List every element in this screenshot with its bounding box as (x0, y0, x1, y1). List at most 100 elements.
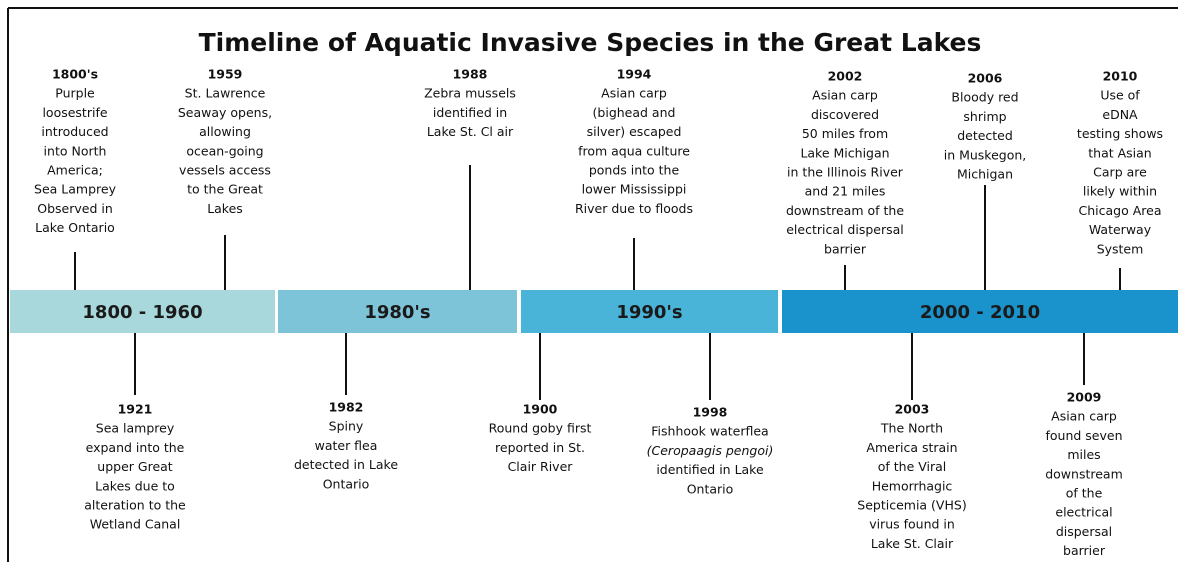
event-text: Round goby first (489, 421, 592, 436)
event-text: in Muskegon, (944, 147, 1027, 162)
event-text: Asian carp (1051, 409, 1117, 424)
event-year: 1900 (523, 402, 558, 417)
era-band (782, 290, 1178, 333)
event-text: from aqua culture (578, 143, 690, 158)
event-text: vessels access (179, 163, 271, 178)
event-text: shrimp (963, 109, 1006, 124)
event-text: America strain (866, 440, 957, 455)
event-year: 2003 (895, 402, 930, 417)
event-text: (Ceropaagis pengoi) (647, 443, 774, 458)
event-text: to the Great (187, 182, 263, 197)
event-text: introduced (41, 124, 108, 139)
event-text: likely within (1083, 184, 1157, 199)
event-text: America; (47, 163, 103, 178)
event-text: in the Illinois River (787, 165, 904, 180)
event-text: identified in (433, 105, 507, 120)
era-label: 2000 - 2010 (920, 302, 1040, 323)
event-text: allowing (199, 124, 251, 139)
event-text: Bloody red (951, 90, 1018, 105)
event-year: 1921 (118, 402, 153, 417)
title: Timeline of Aquatic Invasive Species in … (199, 28, 982, 57)
era-label: 1800 - 1960 (82, 302, 202, 323)
event-year: 1994 (617, 67, 652, 82)
event-text: Lake Ontario (35, 220, 115, 235)
era-label: 1980's (364, 302, 430, 323)
event-text: Spiny (329, 419, 364, 434)
event-text: Lake St. Clair (871, 536, 954, 551)
event-text: (bighead and (593, 105, 676, 120)
event-year: 2010 (1103, 69, 1138, 84)
event-text: of the (1066, 486, 1103, 501)
event-text: Hemorrhagic (872, 478, 953, 493)
event-text: System (1097, 241, 1144, 256)
event-text: Lakes due to (95, 478, 175, 493)
era-label: 1990's (616, 302, 682, 323)
event-text: St. Lawrence (185, 86, 266, 101)
event-year: 2002 (828, 69, 863, 84)
event-text: Lakes (207, 201, 243, 216)
event-year: 2006 (968, 71, 1003, 86)
era-band (278, 290, 517, 333)
event-text: discovered (811, 107, 879, 122)
event-text: Wetland Canal (90, 517, 181, 532)
event-text: Michigan (957, 167, 1013, 182)
event-text: downstream of the (786, 203, 904, 218)
event-text: Ontario (687, 481, 734, 496)
event-text: Ontario (323, 476, 370, 491)
event-text: Zebra mussels (424, 86, 516, 101)
event-text: barrier (1063, 543, 1106, 558)
event-text: downstream (1045, 466, 1123, 481)
era-band (10, 290, 275, 333)
event-text: electrical dispersal (786, 222, 904, 237)
event-year: 1998 (693, 405, 728, 420)
event-text: Fishhook waterflea (651, 424, 768, 439)
event-text: identified in Lake (656, 462, 764, 477)
event-text: ponds into the (589, 163, 680, 178)
event-text: 50 miles from (802, 126, 888, 141)
event-text: dispersal (1056, 524, 1112, 539)
event-text: Clair River (508, 459, 574, 474)
event-text: electrical (1055, 505, 1112, 520)
event-text: upper Great (97, 459, 172, 474)
event-text: Sea lamprey (96, 421, 175, 436)
event-text: detected in Lake (294, 457, 398, 472)
event-text: Asian carp (812, 88, 878, 103)
event-text: ocean-going (186, 143, 263, 158)
event-text: testing shows (1077, 126, 1163, 141)
event-text: eDNA (1102, 107, 1138, 122)
event-text: The North (880, 421, 943, 436)
event-text: Carp are (1093, 165, 1147, 180)
event-text: loosestrife (42, 105, 107, 120)
event-text: Purple (55, 86, 95, 101)
event-year: 1982 (329, 400, 364, 415)
event-text: found seven (1045, 428, 1122, 443)
event-year: 1988 (453, 67, 488, 82)
event-text: detected (957, 128, 1013, 143)
era-band (521, 290, 778, 333)
event-text: Lake St. Cl air (427, 124, 514, 139)
event-text: Chicago Area (1079, 203, 1162, 218)
event-text: Use of (1100, 88, 1140, 103)
event-text: Asian carp (601, 86, 667, 101)
event-text: Waterway (1089, 222, 1152, 237)
event-text: alteration to the (84, 498, 186, 513)
event-year: 2009 (1067, 390, 1102, 405)
event-text: Sea Lamprey (34, 182, 117, 197)
event-text: lower Mississippi (582, 182, 687, 197)
event-year: 1959 (208, 67, 243, 82)
event-text: of the Viral (878, 459, 947, 474)
event-text: expand into the (86, 440, 185, 455)
event-text: Seaway opens, (178, 105, 272, 120)
event-text: River due to floods (575, 201, 693, 216)
event-text: Septicemia (VHS) (857, 498, 966, 513)
event-text: barrier (824, 241, 867, 256)
event-text: into North (44, 143, 107, 158)
event-text: virus found in (869, 517, 955, 532)
event-text: silver) escaped (587, 124, 682, 139)
event-text: miles (1067, 447, 1100, 462)
event-text: and 21 miles (805, 184, 886, 199)
event-text: water flea (315, 438, 378, 453)
event-text: Observed in (37, 201, 113, 216)
event-text: reported in St. (495, 440, 585, 455)
